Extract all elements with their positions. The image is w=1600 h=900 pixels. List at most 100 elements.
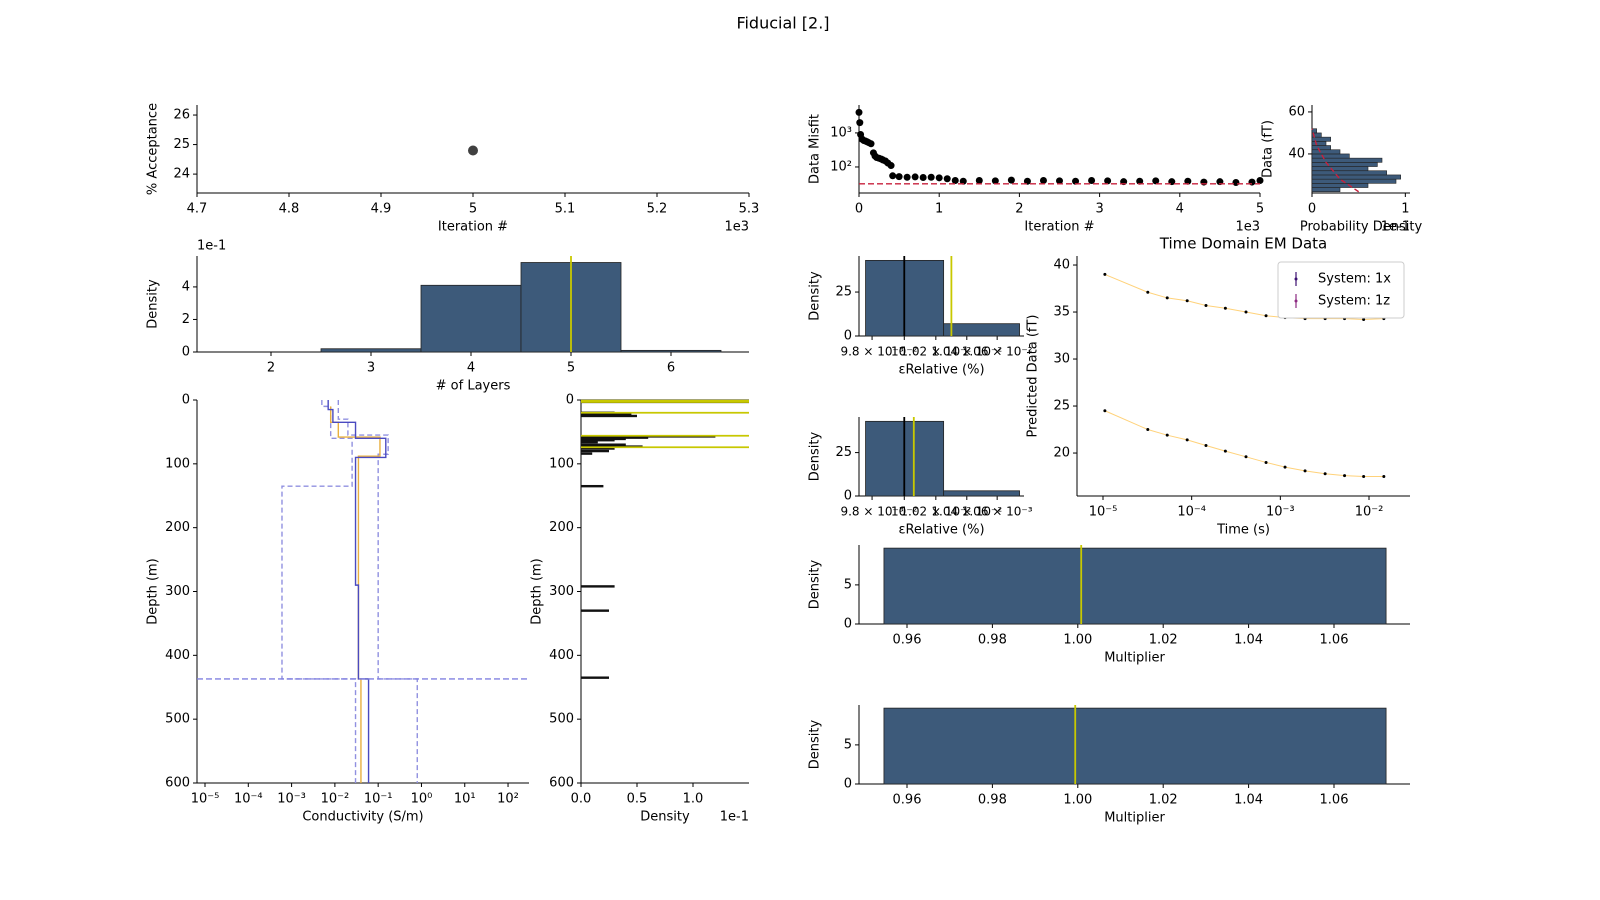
- point: [1303, 469, 1307, 473]
- x-tick-label: 1.06 × 10⁻²: [962, 345, 1033, 359]
- point: [927, 173, 935, 181]
- y-tick-label: 10²: [830, 159, 852, 174]
- histogram-bar: [581, 484, 604, 488]
- x-tick-label: 1.04: [1234, 793, 1263, 808]
- histogram-bar: [581, 449, 609, 453]
- x-tick-label: 10⁻⁴: [234, 792, 263, 807]
- legend-marker: [1294, 299, 1298, 303]
- y-tick-label: 25: [835, 445, 852, 460]
- y-tick-label: 20: [1053, 446, 1070, 461]
- histogram-bar: [1311, 149, 1341, 155]
- y-tick-label: 0: [844, 777, 852, 792]
- y-tick-label: 2: [182, 312, 190, 327]
- point: [1165, 433, 1169, 437]
- y-tick-label: 0: [844, 617, 852, 632]
- x-tick-label: 1.02: [1149, 633, 1178, 648]
- x-tick-label: 0.5: [627, 792, 648, 807]
- x-tick-label: 1: [935, 202, 943, 217]
- x-tick-label: 4.7: [187, 202, 208, 217]
- point: [1362, 318, 1366, 322]
- y-tick-label: 200: [165, 520, 190, 535]
- histogram-bar: [581, 447, 615, 450]
- y-tick-label: 300: [165, 584, 190, 599]
- y-axis-label: Density: [146, 279, 161, 329]
- x-tick-label: 2: [1015, 202, 1023, 217]
- x-tick-label: 1.04: [1234, 633, 1263, 648]
- y-axis-label: Density: [808, 719, 823, 769]
- x-tick-label: 10⁻³: [1266, 505, 1295, 520]
- point: [1146, 290, 1150, 294]
- series-line: [1104, 410, 1384, 478]
- point: [856, 119, 864, 127]
- histogram-bar: [581, 609, 609, 612]
- point: [1136, 177, 1144, 185]
- histogram-bar: [581, 439, 615, 442]
- histogram-bar: [943, 323, 1020, 337]
- point: [1244, 455, 1248, 459]
- x-tick-label: 10⁻⁵: [1089, 505, 1118, 520]
- x-tick-label: 9.8 × 10⁻³: [840, 505, 903, 519]
- x-tick-label: 10⁻⁴: [1177, 505, 1206, 520]
- y-tick-label: 25: [835, 285, 852, 300]
- legend-box: [1277, 261, 1405, 319]
- y-axis-label: Density: [808, 559, 823, 609]
- point: [991, 177, 999, 185]
- histogram-bar: [1311, 128, 1317, 134]
- x-tick-label: 1.00: [1063, 633, 1092, 648]
- x-tick-label: 10⁻²: [891, 505, 918, 519]
- x-tick-label: 10¹: [454, 792, 476, 807]
- x-tick-label: 5.1: [555, 202, 576, 217]
- point: [1223, 449, 1227, 453]
- y-tick-label: 0: [566, 393, 574, 408]
- figure-title: Fiducial [2.]: [736, 14, 829, 33]
- point: [1039, 177, 1047, 185]
- y-offset-label: 1e-1: [197, 239, 226, 254]
- point: [468, 145, 478, 156]
- x-tick-label: 4: [467, 361, 475, 376]
- x-offset-label: 1e3: [1235, 220, 1260, 235]
- point: [887, 162, 895, 170]
- y-tick-label: 35: [1053, 305, 1070, 320]
- y-tick-label: 400: [549, 648, 574, 663]
- x-tick-label: 0: [1308, 202, 1316, 217]
- point: [911, 173, 919, 181]
- x-axis-label: εRelative (%): [898, 363, 984, 378]
- x-tick-label: 10⁻³: [277, 792, 306, 807]
- point: [1232, 178, 1240, 186]
- y-tick-label: 0: [182, 393, 190, 408]
- y-tick-label: 60: [1288, 104, 1305, 119]
- x-tick-label: 1.02: [1149, 793, 1178, 808]
- x-tick-label: 5.2: [647, 202, 668, 217]
- point: [1152, 177, 1160, 185]
- y-axis-label: Density: [808, 431, 823, 481]
- y-tick-label: 200: [549, 520, 574, 535]
- x-tick-label: 0: [855, 202, 863, 217]
- point: [1244, 310, 1248, 314]
- x-tick-label: 5: [1256, 202, 1264, 217]
- x-tick-label: 1.02 × 10⁻²: [900, 505, 971, 519]
- histogram-bar: [1311, 166, 1369, 172]
- x-tick-label: 3: [367, 361, 375, 376]
- point: [895, 173, 903, 181]
- x-tick-label: 1.02 × 10⁻²: [900, 345, 971, 359]
- y-tick-label: 4: [182, 279, 190, 294]
- x-axis-label: Iteration #: [1024, 220, 1094, 235]
- x-tick-label: 10⁻²: [891, 345, 918, 359]
- histogram-bar: [1311, 162, 1378, 167]
- y-axis-label: Data (fT): [1261, 120, 1276, 178]
- point: [1103, 272, 1107, 276]
- histogram-bar: [1311, 153, 1350, 159]
- y-tick-label: 0: [182, 345, 190, 360]
- point: [1103, 409, 1107, 413]
- x-tick-label: 4: [1176, 202, 1184, 217]
- y-tick-label: 40: [1288, 146, 1305, 161]
- y-tick-label: 5: [844, 577, 852, 592]
- point: [1104, 177, 1112, 185]
- y-tick-label: 25: [1053, 399, 1070, 414]
- x-tick-label: 5: [469, 202, 477, 217]
- point: [935, 174, 943, 182]
- x-offset-label: 1e-1: [1381, 220, 1410, 235]
- y-axis-label: Density: [808, 271, 823, 321]
- histogram-bar: [581, 452, 593, 455]
